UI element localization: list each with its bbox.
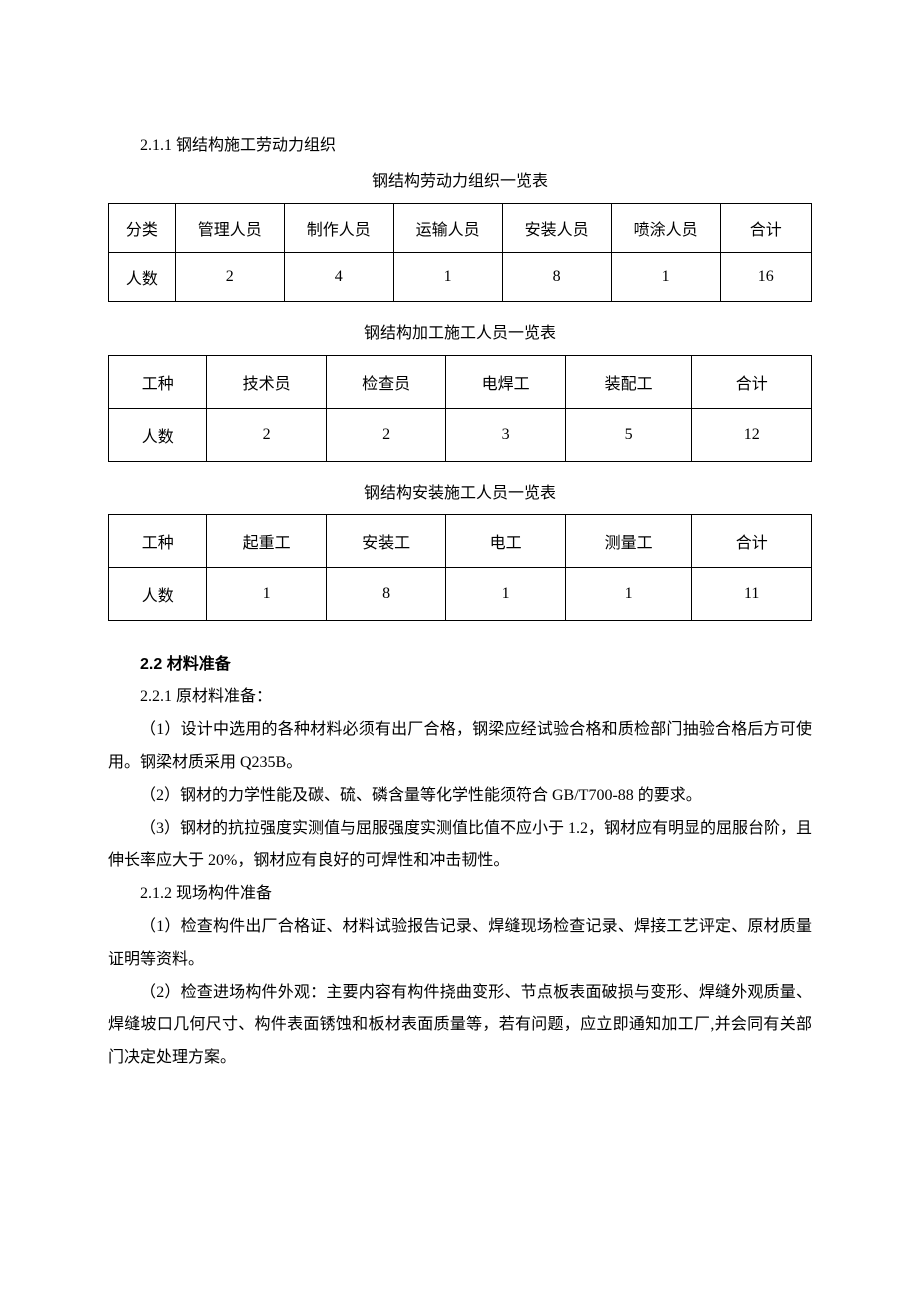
table-row: 人数 2 2 3 5 12 [109, 408, 812, 461]
td: 4 [284, 252, 393, 301]
td-label: 人数 [109, 408, 207, 461]
td: 1 [393, 252, 502, 301]
th: 合计 [720, 203, 811, 252]
td-label: 人数 [109, 252, 176, 301]
th: 合计 [692, 355, 812, 408]
table-processing-staff: 工种 技术员 检查员 电焊工 装配工 合计 人数 2 2 3 5 12 [108, 355, 812, 462]
paragraph: （2）检查进场构件外观：主要内容有构件挠曲变形、节点板表面破损与变形、焊缝外观质… [108, 977, 812, 1075]
section-heading-2-1-1: 2.1.1 钢结构施工劳动力组织 [108, 130, 812, 162]
td: 3 [446, 408, 566, 461]
paragraph: （2）钢材的力学性能及碳、硫、磷含量等化学性能须符合 GB/T700-88 的要… [108, 780, 812, 813]
table-row: 工种 起重工 安装工 电工 测量工 合计 [109, 515, 812, 568]
th: 工种 [109, 355, 207, 408]
th: 电焊工 [446, 355, 566, 408]
table3-caption: 钢结构安装施工人员一览表 [108, 480, 812, 509]
table1-caption: 钢结构劳动力组织一览表 [108, 168, 812, 197]
paragraph: （1）检查构件出厂合格证、材料试验报告记录、焊缝现场检查记录、焊接工艺评定、原材… [108, 911, 812, 977]
document-page: 2.1.1 钢结构施工劳动力组织 钢结构劳动力组织一览表 分类 管理人员 制作人… [0, 0, 920, 1135]
th: 技术员 [207, 355, 327, 408]
th: 工种 [109, 515, 207, 568]
td: 2 [326, 408, 446, 461]
th: 安装工 [326, 515, 446, 568]
td: 2 [207, 408, 327, 461]
section-heading-2-2: 2.2 材料准备 [108, 649, 812, 681]
th: 分类 [109, 203, 176, 252]
paragraph: （3）钢材的抗拉强度实测值与屈服强度实测值比值不应小于 1.2，钢材应有明显的屈… [108, 813, 812, 879]
td: 1 [611, 252, 720, 301]
th: 管理人员 [175, 203, 284, 252]
td: 5 [565, 408, 692, 461]
th: 喷涂人员 [611, 203, 720, 252]
td: 16 [720, 252, 811, 301]
th: 检查员 [326, 355, 446, 408]
table-row: 人数 1 8 1 1 11 [109, 568, 812, 621]
table2-caption: 钢结构加工施工人员一览表 [108, 320, 812, 349]
td: 8 [502, 252, 611, 301]
td-label: 人数 [109, 568, 207, 621]
th: 电工 [446, 515, 566, 568]
th: 合计 [692, 515, 812, 568]
td: 11 [692, 568, 812, 621]
table-labor-overview: 分类 管理人员 制作人员 运输人员 安装人员 喷涂人员 合计 人数 2 4 1 … [108, 203, 812, 302]
table-row: 分类 管理人员 制作人员 运输人员 安装人员 喷涂人员 合计 [109, 203, 812, 252]
table-row: 人数 2 4 1 8 1 16 [109, 252, 812, 301]
table-row: 工种 技术员 检查员 电焊工 装配工 合计 [109, 355, 812, 408]
paragraph: （1）设计中选用的各种材料必须有出厂合格，钢梁应经试验合格和质检部门抽验合格后方… [108, 714, 812, 780]
td: 1 [446, 568, 566, 621]
td: 1 [565, 568, 692, 621]
th: 测量工 [565, 515, 692, 568]
th: 装配工 [565, 355, 692, 408]
subheading-2-2-1: 2.2.1 原材料准备： [108, 681, 812, 714]
subheading-2-1-2: 2.1.2 现场构件准备 [108, 878, 812, 911]
td: 8 [326, 568, 446, 621]
th: 运输人员 [393, 203, 502, 252]
th: 安装人员 [502, 203, 611, 252]
td: 1 [207, 568, 327, 621]
th: 制作人员 [284, 203, 393, 252]
td: 2 [175, 252, 284, 301]
th: 起重工 [207, 515, 327, 568]
td: 12 [692, 408, 812, 461]
table-install-staff: 工种 起重工 安装工 电工 测量工 合计 人数 1 8 1 1 11 [108, 514, 812, 621]
